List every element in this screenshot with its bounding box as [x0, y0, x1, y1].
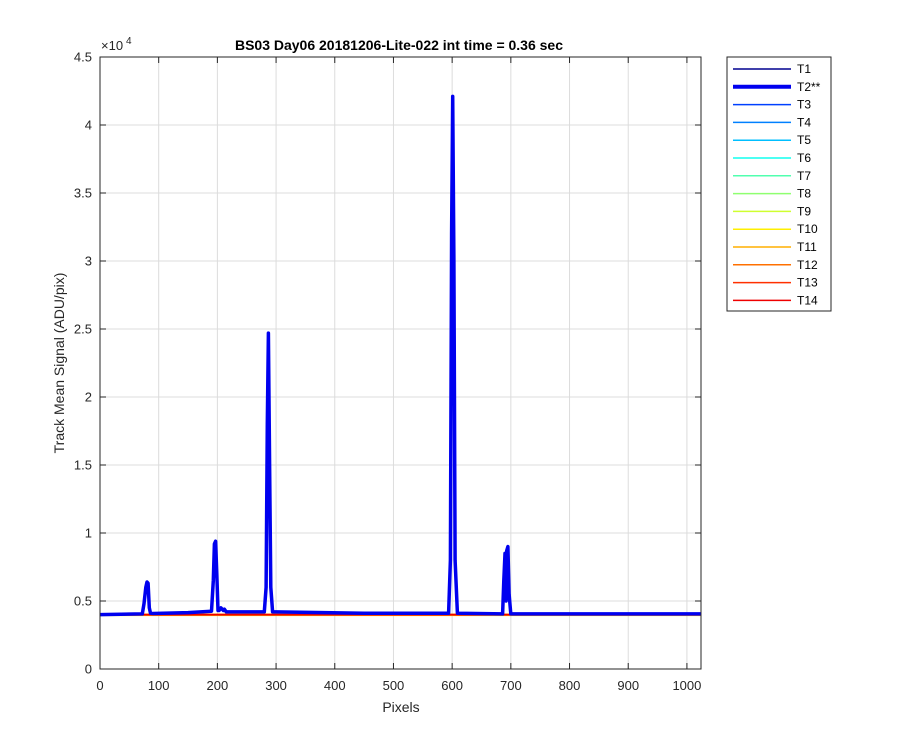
x-tick-label: 300 [265, 678, 287, 693]
legend-entry-label: T12 [797, 258, 818, 272]
y-tick-label: 3 [85, 254, 92, 269]
x-tick-label: 400 [324, 678, 346, 693]
x-tick-label: 800 [559, 678, 581, 693]
x-tick-label: 0 [96, 678, 103, 693]
y-tick-label: 0 [85, 662, 92, 677]
legend-entry-label: T11 [797, 240, 817, 254]
x-tick-label: 500 [383, 678, 405, 693]
x-tick-label: 600 [441, 678, 463, 693]
x-tick-label: 200 [207, 678, 229, 693]
x-tick-label: 700 [500, 678, 522, 693]
legend-entry-label: T6 [797, 151, 811, 165]
legend-entry-label: T8 [797, 187, 811, 201]
y-tick-label: 4 [85, 118, 92, 133]
y-tick-label: 2.5 [74, 322, 92, 337]
series-line-t2 [100, 94, 701, 617]
y-tick-label: 3.5 [74, 186, 92, 201]
legend-entry-label: T4 [797, 115, 811, 129]
x-tick-label: 1000 [672, 678, 701, 693]
legend-entry-label: T2** [797, 80, 821, 94]
y-axis-label: Track Mean Signal (ADU/pix) [51, 273, 67, 454]
x-tick-label: 100 [148, 678, 170, 693]
y-axis-ticks: 0 0.5 1 1.5 2 2.5 3 3.5 4 4.5 [74, 50, 701, 677]
x-axis-ticks: 0 100 200 300 400 500 600 700 800 900 1000 [96, 57, 701, 693]
grid-lines [100, 57, 701, 669]
legend-entry-label: T10 [797, 222, 818, 236]
legend-entry-label: T3 [797, 98, 811, 112]
x-tick-label: 900 [617, 678, 639, 693]
legend-entry-label: T1 [797, 62, 811, 76]
y-exponent-power: 4 [126, 36, 132, 47]
x-axis-label: Pixels [382, 699, 419, 715]
y-tick-label: 1 [85, 526, 92, 541]
y-tick-label: 1.5 [74, 458, 92, 473]
y-exponent-label: ×10 4 [101, 36, 132, 53]
y-tick-label: 0.5 [74, 594, 92, 609]
legend-entry-label: T5 [797, 133, 811, 147]
legend-entry-label: T9 [797, 204, 811, 218]
y-exponent-base: ×10 [101, 38, 123, 53]
legend-entry-label: T14 [797, 293, 818, 307]
legend: T1 T2** T3 T4 T5 T6 T7 T8 T9 T10 T11 T12 T13 T14 [726, 56, 832, 312]
chart-title: BS03 Day06 20181206-Lite-022 int time = … [235, 37, 563, 53]
legend-box [726, 56, 832, 312]
y-tick-label: 2 [85, 390, 92, 405]
legend-entry-label: T13 [797, 276, 818, 290]
legend-entry-label: T7 [797, 169, 811, 183]
axes-box [99, 56, 702, 670]
plot-area: 0 100 200 300 400 500 600 700 800 900 1000 0 0.5 1 1.… [74, 50, 702, 693]
y-tick-label: 4.5 [74, 50, 92, 65]
series-layer [100, 94, 701, 617]
